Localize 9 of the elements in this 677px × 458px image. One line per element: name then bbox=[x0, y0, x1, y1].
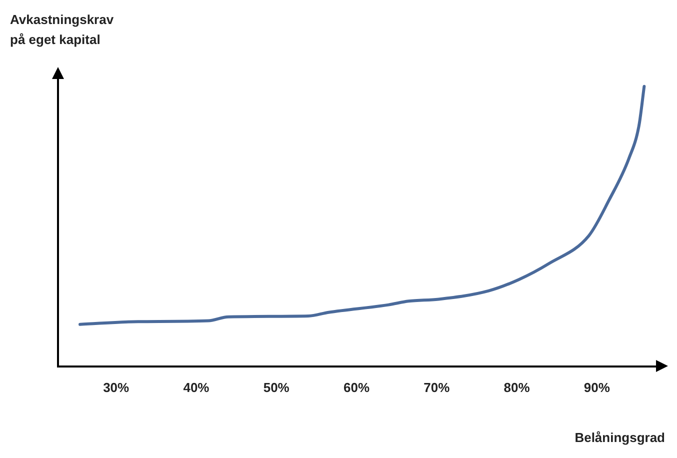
x-tick-label: 40% bbox=[183, 380, 210, 395]
x-tick-label: 90% bbox=[584, 380, 610, 395]
x-axis-title: Belåningsgrad bbox=[574, 429, 665, 447]
y-axis-title: Avkastningskrav på eget kapital bbox=[10, 11, 114, 49]
x-tick-label: 50% bbox=[263, 380, 290, 395]
x-tick-label: 30% bbox=[103, 380, 130, 395]
x-tick-label: 70% bbox=[424, 380, 450, 395]
x-tick-label: 60% bbox=[343, 380, 370, 395]
x-tick-label: 80% bbox=[504, 380, 530, 395]
